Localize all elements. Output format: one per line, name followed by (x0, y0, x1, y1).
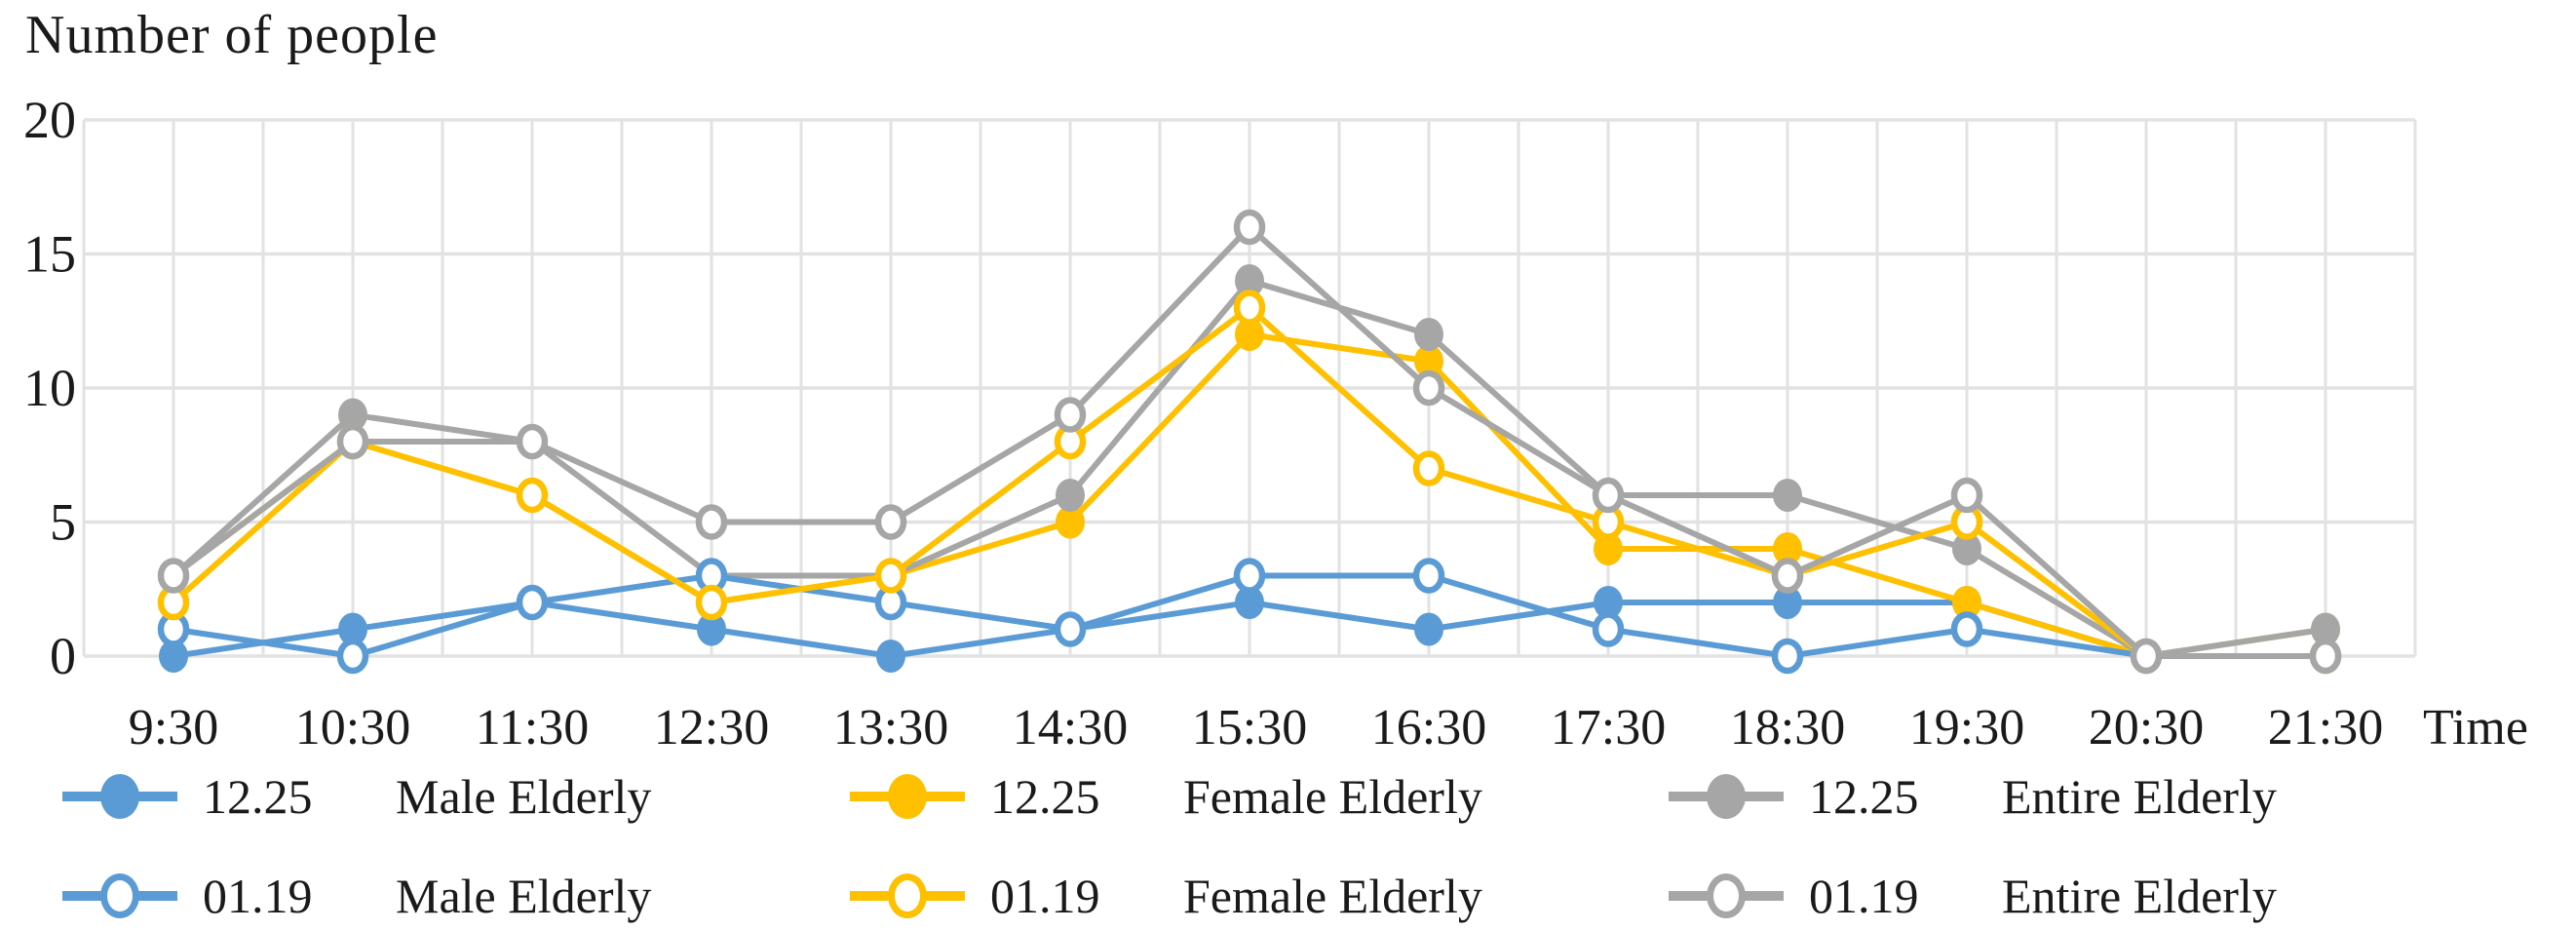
data-point-marker (697, 612, 726, 646)
legend-label: Entire Elderly (2002, 869, 2277, 923)
x-tick-label: 17:30 (1551, 700, 1666, 756)
legend-label: Male Elderly (396, 769, 652, 824)
legend-row-december: 12.25 Male Elderly 12.25 Female Elderly … (0, 762, 2576, 831)
data-point-marker (1773, 532, 1802, 565)
x-tick-label: 10:30 (295, 700, 410, 756)
data-point-marker (874, 504, 907, 540)
legend-label: Female Elderly (1183, 769, 1482, 824)
legend-marker-filled-yellow-icon (850, 767, 965, 826)
data-point-marker (1414, 318, 1443, 351)
data-point-marker (1773, 479, 1802, 512)
legend-date: 12.25 (1809, 769, 1919, 824)
legend-item-0119-male: 01.19 Male Elderly (62, 862, 651, 930)
x-axis-title: Time (2423, 700, 2528, 756)
data-point-marker (516, 584, 549, 621)
y-tick-label: 15 (23, 225, 76, 284)
data-point-marker (876, 640, 905, 673)
legend-date: 12.25 (990, 769, 1100, 824)
y-tick-label: 5 (50, 493, 76, 552)
x-tick-label: 18:30 (1730, 700, 1845, 756)
legend-date: 12.25 (203, 769, 313, 824)
x-tick-label: 21:30 (2268, 700, 2383, 756)
y-tick-label: 10 (23, 359, 76, 417)
x-tick-label: 13:30 (833, 700, 948, 756)
y-tick-label: 20 (23, 91, 76, 149)
data-point-marker (1414, 344, 1443, 378)
data-point-marker (1054, 397, 1087, 433)
legend-item-0119-entire: 01.19 Entire Elderly (1669, 862, 2277, 930)
legend-item-1225-entire: 12.25 Entire Elderly (1669, 762, 2277, 831)
data-point-marker (516, 423, 549, 460)
data-point-marker (157, 558, 190, 594)
x-tick-label: 20:30 (2089, 700, 2204, 756)
legend-label: Female Elderly (1183, 869, 1482, 923)
data-point-marker (336, 423, 369, 460)
legend-marker-filled-blue-icon (62, 767, 177, 826)
data-point-marker (1414, 612, 1443, 646)
data-point-marker (1950, 477, 1983, 514)
legend-row-january: 01.19 Male Elderly 01.19 Female Elderly … (0, 862, 2576, 930)
data-point-marker (1771, 638, 1804, 675)
legend-marker-filled-gray-icon (1669, 767, 1784, 826)
data-point-marker (695, 504, 728, 540)
data-point-marker (1950, 611, 1983, 647)
x-tick-label: 19:30 (1909, 700, 2024, 756)
data-point-marker (1056, 505, 1085, 539)
plot-area: 0 5 10 15 20 9:30 10:30 11:30 12:30 13:30 14:30 15:… (23, 91, 2528, 756)
data-point-marker (159, 640, 188, 673)
x-tick-label: 12:30 (654, 700, 769, 756)
data-point-marker (338, 398, 367, 432)
legend-item-1225-female: 12.25 Female Elderly (850, 762, 1482, 831)
data-point-marker (1594, 586, 1623, 619)
data-point-marker (1233, 558, 1266, 594)
legend-date: 01.19 (990, 869, 1100, 923)
data-point-marker (516, 477, 549, 514)
y-tick-label: 0 (50, 627, 76, 685)
data-point-marker (1233, 209, 1266, 246)
x-tick-label: 11:30 (476, 700, 590, 756)
legend-item-1225-male: 12.25 Male Elderly (62, 762, 651, 831)
legend-marker-open-gray-icon (1669, 867, 1784, 925)
data-point-marker (2311, 612, 2340, 646)
data-point-marker (2309, 638, 2342, 675)
data-point-marker (1952, 586, 1981, 619)
data-point-marker (1952, 532, 1981, 565)
legend-date: 01.19 (203, 869, 313, 923)
data-point-marker (1592, 477, 1625, 514)
data-point-marker (1054, 611, 1087, 647)
legend-date: 01.19 (1809, 869, 1919, 923)
data-point-marker (1235, 318, 1264, 351)
legend-item-0119-female: 01.19 Female Elderly (850, 862, 1482, 930)
chart-title: Number of people (25, 5, 439, 65)
data-point-marker (1056, 479, 1085, 512)
legend-marker-open-blue-icon (62, 867, 177, 925)
data-point-marker (1773, 586, 1802, 619)
data-point-marker (2130, 638, 2163, 675)
x-tick-label: 16:30 (1371, 700, 1486, 756)
x-tick-label: 14:30 (1013, 700, 1128, 756)
legend-label: Entire Elderly (2002, 769, 2277, 824)
data-point-marker (1592, 611, 1625, 647)
data-point-marker (338, 612, 367, 646)
data-point-marker (874, 558, 907, 594)
data-point-marker (1412, 450, 1445, 486)
data-point-marker (1235, 586, 1264, 619)
legend-label: Male Elderly (396, 869, 652, 923)
x-tick-label: 15:30 (1192, 700, 1307, 756)
data-point-marker (336, 638, 369, 675)
x-tick-label: 9:30 (129, 700, 218, 756)
data-point-marker (1594, 532, 1623, 565)
data-point-marker (1412, 369, 1445, 407)
data-point-marker (1235, 264, 1264, 297)
data-point-marker (695, 584, 728, 621)
legend-marker-open-yellow-icon (850, 867, 965, 925)
data-point-marker (1412, 558, 1445, 594)
data-point-marker (1771, 558, 1804, 594)
data-point-marker (1233, 290, 1266, 326)
